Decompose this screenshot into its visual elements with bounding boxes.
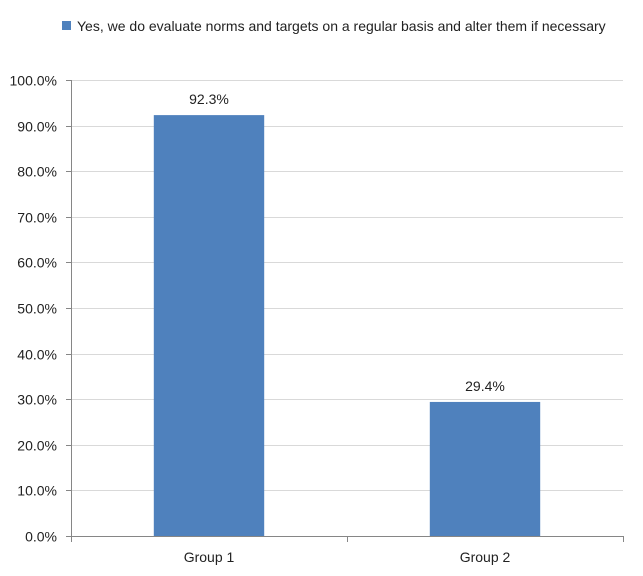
x-tick-label: Group 1: [184, 549, 235, 565]
data-label: 92.3%: [189, 91, 229, 107]
y-tick-label: 90.0%: [17, 119, 57, 135]
legend: Yes, we do evaluate norms and targets on…: [62, 16, 622, 36]
axes: 0.0% 10.0% 20.0% 30.0% 40.0% 50.0% 60.0% 70.0% 8…: [10, 73, 624, 545]
y-tick-label: 80.0%: [17, 164, 57, 180]
y-tick-label: 50.0%: [17, 301, 57, 317]
y-tick-label: 40.0%: [17, 347, 57, 363]
legend-label: Yes, we do evaluate norms and targets on…: [77, 18, 606, 34]
x-tick-label: Group 2: [460, 549, 511, 565]
y-tick-label: 20.0%: [17, 438, 57, 454]
y-tick-label: 0.0%: [25, 529, 57, 545]
y-tick-label: 10.0%: [17, 483, 57, 499]
y-tick-label: 100.0%: [10, 73, 57, 89]
bars: [153, 115, 541, 536]
data-label: 29.4%: [465, 378, 505, 394]
bar-group-2: [429, 401, 541, 536]
legend-swatch: [62, 21, 71, 30]
y-tick-label: 30.0%: [17, 392, 57, 408]
labels: 92.3% Group 1 29.4% Group 2: [184, 91, 511, 565]
y-tick-label: 70.0%: [17, 210, 57, 226]
bar-group-1: [153, 115, 265, 536]
y-tick-label: 60.0%: [17, 255, 57, 271]
